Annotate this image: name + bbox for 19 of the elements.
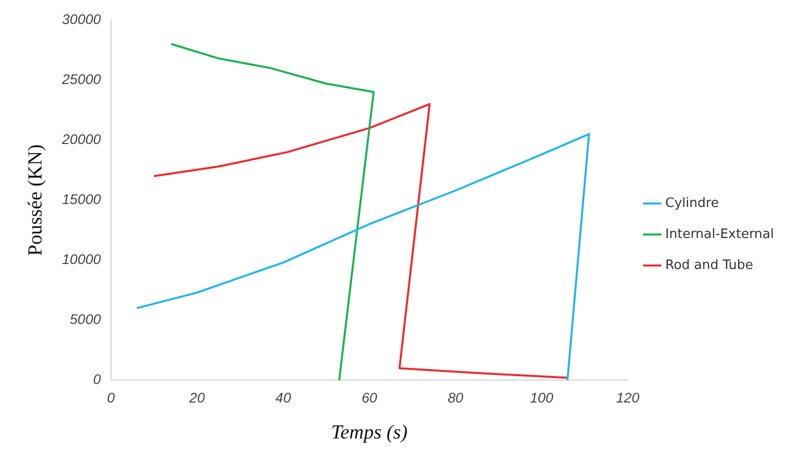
y-axis-title: Poussée (KN): [24, 144, 46, 256]
x-tick-label: 80: [448, 389, 464, 406]
x-tick-label: 100: [530, 389, 554, 406]
y-tick-label: 25000: [60, 70, 102, 87]
x-tick-label: 120: [616, 389, 640, 406]
x-tick-label: 0: [107, 389, 116, 406]
legend-label: Rod and Tube: [665, 258, 754, 273]
legend-label: Internal-External: [665, 226, 774, 242]
x-tick-label: 40: [275, 389, 292, 406]
x-tick-label: 60: [362, 389, 378, 406]
y-tick-label: 15000: [62, 190, 102, 207]
x-tick-label: 20: [188, 389, 206, 406]
x-axis-title: Temps (s): [331, 421, 408, 444]
y-tick-label: 0: [93, 371, 102, 388]
y-tick-label: 30000: [62, 10, 102, 27]
legend-label: Cylindre: [665, 196, 719, 211]
y-tick-label: 5000: [70, 311, 102, 328]
y-tick-label: 20000: [60, 130, 102, 147]
y-tick-label: 10000: [62, 251, 102, 268]
